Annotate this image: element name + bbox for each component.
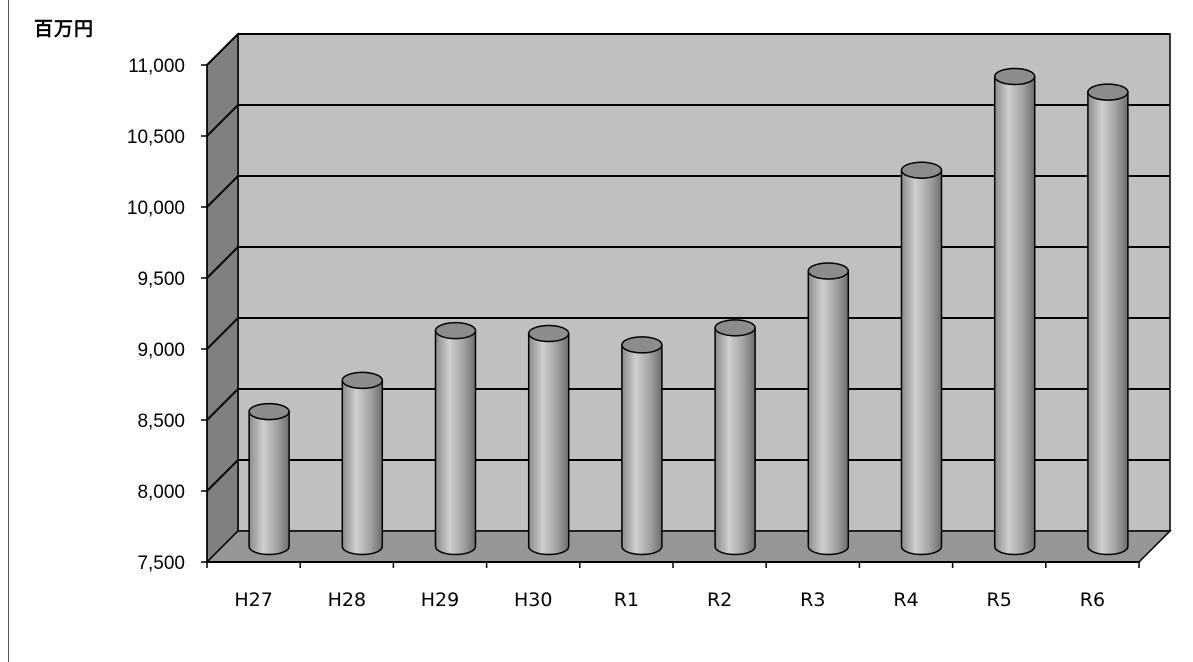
x-tick-label: R1 bbox=[614, 589, 639, 611]
bar-body bbox=[248, 410, 290, 556]
y-axis: 7,500 8,000 8,500 9,000 9,500 10,000 10,500 11,… bbox=[127, 56, 208, 574]
bar-body bbox=[900, 169, 943, 556]
bar-body bbox=[527, 332, 570, 556]
bar-body bbox=[1087, 91, 1129, 556]
y-tick-label: 9,500 bbox=[137, 269, 185, 290]
gridline-4 bbox=[206, 246, 1170, 279]
x-axis: H27 H28 H29 H30 R1 R2 R3 R4 R5 R6 bbox=[206, 561, 1140, 611]
gridline-7 bbox=[206, 33, 1170, 66]
x-tick-label: R5 bbox=[987, 589, 1012, 611]
x-tick-label: H30 bbox=[514, 589, 552, 611]
bar-H27 bbox=[248, 402, 290, 556]
y-tick-label: 10,500 bbox=[127, 127, 185, 148]
gridline-3 bbox=[206, 317, 1170, 350]
bar-R2 bbox=[714, 319, 756, 556]
gridline-5 bbox=[206, 175, 1170, 208]
bar-body bbox=[807, 270, 850, 556]
bar-top bbox=[807, 262, 850, 280]
bar-top bbox=[434, 321, 477, 340]
gridline-1 bbox=[206, 459, 1170, 492]
gridline-2 bbox=[206, 388, 1170, 421]
bar-body bbox=[341, 379, 384, 556]
x-tick-label: H28 bbox=[328, 589, 366, 611]
bar-body bbox=[621, 344, 663, 556]
bar-H30 bbox=[527, 324, 570, 556]
bar-R6 bbox=[1087, 83, 1129, 556]
bar-top bbox=[1087, 83, 1129, 101]
x-tick-label: R4 bbox=[893, 589, 918, 611]
bar-top bbox=[341, 371, 384, 390]
bar-top bbox=[993, 67, 1036, 86]
y-tick-label: 11,000 bbox=[128, 56, 185, 77]
bar-R3 bbox=[807, 262, 850, 556]
y-tick-label: 9,000 bbox=[137, 340, 185, 361]
bar-top bbox=[900, 161, 943, 179]
bar-H28 bbox=[341, 371, 384, 556]
gridlines bbox=[206, 33, 1170, 492]
x-tick-label: H27 bbox=[234, 589, 272, 611]
bar-top bbox=[714, 319, 756, 337]
x-tick-label: H29 bbox=[421, 589, 459, 611]
y-tick-label: 7,500 bbox=[137, 553, 185, 574]
x-tick-label: R6 bbox=[1080, 589, 1105, 611]
bar-H29 bbox=[434, 321, 477, 556]
bar-body bbox=[434, 329, 477, 556]
bars bbox=[248, 67, 1129, 556]
bar-top bbox=[248, 402, 290, 421]
bar-top bbox=[621, 336, 663, 354]
bar-body bbox=[714, 327, 756, 556]
y-tick-label: 10,000 bbox=[127, 198, 185, 219]
x-tick-label: R3 bbox=[800, 589, 825, 611]
bar-top bbox=[527, 324, 570, 343]
x-tick-label: R2 bbox=[707, 589, 732, 611]
y-tick-label: 8,000 bbox=[137, 482, 185, 503]
bar-R4 bbox=[900, 161, 943, 556]
bar-body bbox=[993, 75, 1036, 556]
side-wall bbox=[206, 32, 239, 564]
unit-label: 百万円 bbox=[34, 18, 95, 40]
chart-frame bbox=[8, 0, 1193, 662]
bar-R1 bbox=[621, 336, 663, 556]
bar-R5 bbox=[993, 67, 1036, 556]
gridline-6 bbox=[206, 104, 1170, 137]
y-tick-label: 8,500 bbox=[137, 411, 185, 432]
